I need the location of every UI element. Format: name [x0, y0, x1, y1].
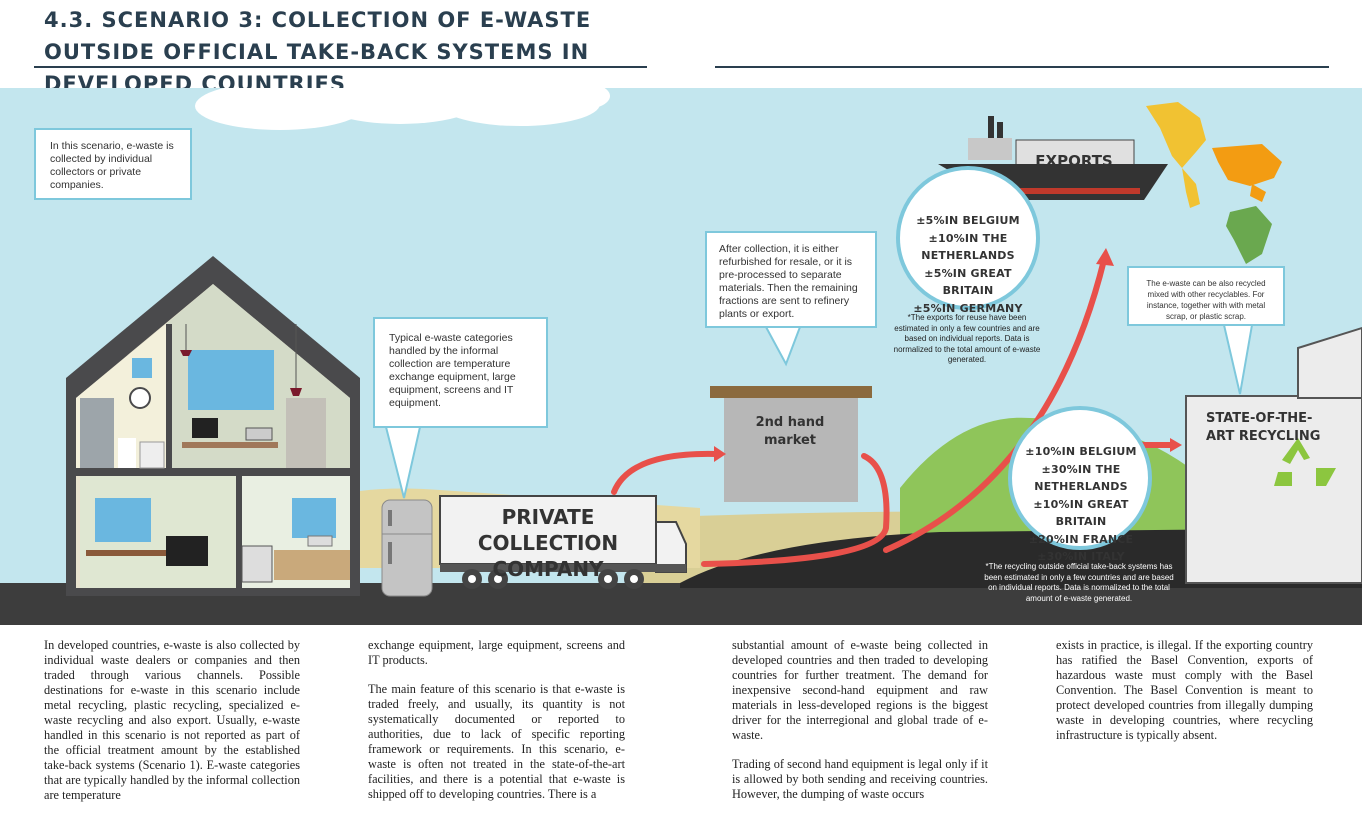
- body-column-4: exists in practice, is illegal. If the e…: [1056, 638, 1313, 757]
- microwave-icon: [307, 535, 333, 547]
- title-rule-left: [34, 66, 647, 68]
- clock-icon: [129, 387, 151, 409]
- title-rule-right: [715, 66, 1329, 68]
- categories-callout-text: Typical e-waste categories handled by th…: [389, 332, 516, 409]
- body-paragraph: The main feature of this scenario is tha…: [368, 682, 625, 801]
- body-paragraph: substantial amount of e-waste being coll…: [732, 638, 988, 742]
- arrow-heads: [714, 248, 1182, 462]
- market-label: 2nd hand market: [755, 415, 825, 448]
- exports-stat-great-britain: ±5%IN GREAT BRITAIN: [924, 266, 1012, 298]
- stove-icon: [241, 545, 273, 583]
- exports-stat-netherlands: ±10%IN THE NETHERLANDS: [921, 231, 1015, 263]
- body-column-1: In developed countries, e-waste is also …: [44, 638, 300, 817]
- infographic: In this scenario, e-waste is collected b…: [0, 88, 1362, 625]
- body-paragraph: In developed countries, e-waste is also …: [44, 638, 300, 802]
- exports-stat-belgium: ±5%IN BELGIUM: [916, 214, 1020, 227]
- recycling-stat-netherlands: ±30%IN THE NETHERLANDS: [1034, 462, 1128, 494]
- recycling-plant: [1185, 326, 1362, 584]
- recycling-stats: ±10%IN BELGIUM ±30%IN THE NETHERLANDS ±1…: [1010, 443, 1152, 566]
- tv-icon: [166, 536, 208, 566]
- recycling-stat-italy: ±30%IN ITALY: [1037, 550, 1125, 563]
- world-map-icon: [1146, 102, 1282, 264]
- exports-stats: ±5%IN BELGIUM ±10%IN THE NETHERLANDS ±5%…: [898, 212, 1038, 317]
- recycling-stat-circle: [1008, 406, 1152, 550]
- truck-label: PRIVATE COLLECTION COMPANY: [477, 505, 619, 581]
- body-column-2: exchange equipment, large equipment, scr…: [368, 638, 625, 816]
- house: [66, 256, 360, 596]
- scenario-callout-text: In this scenario, e-waste is collected b…: [50, 140, 174, 191]
- recycle-icon: [1274, 438, 1336, 486]
- recycling-note: *The recycling outside official take-bac…: [984, 562, 1174, 603]
- scenario-callout: In this scenario, e-waste is collected b…: [34, 128, 192, 200]
- body-paragraph: exchange equipment, large equipment, scr…: [368, 638, 625, 667]
- after-collection-callout: After collection, it is either refurbish…: [705, 231, 877, 328]
- truck-icon: [439, 495, 687, 589]
- exports-stat-germany: ±5%IN GERMANY: [913, 301, 1023, 315]
- washing-machine-icon: [139, 441, 165, 469]
- printer-icon: [245, 427, 273, 441]
- recycling-label: STATE-OF-THE-ART RECYCLING: [1206, 411, 1321, 444]
- fridge-icon: [80, 398, 114, 468]
- recycled-callout: The e-waste can be also recycled mixed w…: [1127, 266, 1285, 326]
- market-building: [710, 386, 872, 502]
- callout-tails: [385, 324, 1253, 499]
- page-title: 4.3. Scenario 3: Collection of e-waste o…: [44, 8, 592, 96]
- exports-label: EXPORTS: [1035, 152, 1113, 170]
- recycled-callout-text: The e-waste can be also recycled mixed w…: [1146, 279, 1266, 321]
- infographic-illustration: [0, 88, 1362, 625]
- recycling-stat-belgium: ±10%IN BELGIUM: [1025, 445, 1137, 458]
- exports-note: *The exports for reuse have been estimat…: [893, 313, 1041, 364]
- recycling-stat-france: ±20%IN FRANCE: [1028, 532, 1134, 546]
- after-collection-callout-text: After collection, it is either refurbish…: [719, 243, 858, 320]
- recycling-stat-great-britain: ±10%IN GREAT BRITAIN: [1033, 497, 1129, 529]
- monitor-icon: [192, 418, 218, 438]
- exports-stat-circle: [896, 166, 1040, 310]
- body-paragraph: Trading of second hand equipment is lega…: [732, 757, 988, 801]
- body-column-3: substantial amount of e-waste being coll…: [732, 638, 988, 816]
- categories-callout: Typical e-waste categories handled by th…: [373, 317, 548, 428]
- body-paragraph: exists in practice, is illegal. If the e…: [1056, 638, 1313, 742]
- discarded-fridge-icon: [381, 499, 433, 597]
- cloud-icon: [195, 88, 610, 130]
